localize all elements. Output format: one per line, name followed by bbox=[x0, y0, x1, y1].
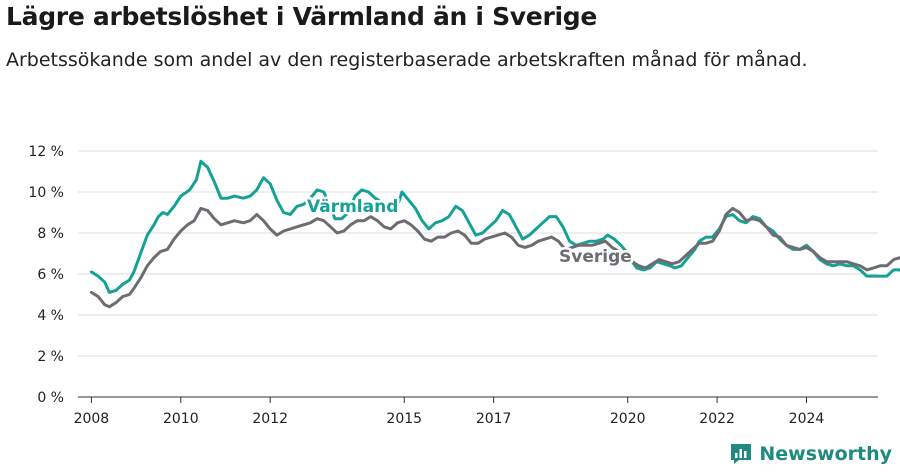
chart-title: Lägre arbetslöshet i Värmland än i Sveri… bbox=[6, 2, 597, 31]
y-tick-label: 6 % bbox=[37, 267, 64, 283]
gridlines bbox=[78, 150, 878, 398]
x-tick-label: 2012 bbox=[252, 411, 288, 427]
newsworthy-logo: Newsworthy bbox=[729, 442, 892, 466]
series-labels: VärmlandVärmlandSverigeSverige6,9 %6,9 %… bbox=[305, 195, 635, 270]
y-tick-label: 2 % bbox=[37, 349, 64, 365]
y-tick-label: 8 % bbox=[37, 226, 64, 242]
brand-name: Newsworthy bbox=[759, 443, 892, 465]
y-tick-label: 12 % bbox=[28, 144, 64, 160]
x-tick-label: 2017 bbox=[476, 411, 512, 427]
series-label-varmland-halo: Värmland bbox=[307, 197, 398, 217]
series-label-sverige-halo: Sverige bbox=[559, 247, 632, 267]
x-tick-label: 2022 bbox=[699, 411, 735, 427]
x-tick-label: 2010 bbox=[163, 411, 199, 427]
series-line-varmland bbox=[89, 159, 900, 294]
x-axis: 2008 2010 2012 2015 2017 2020 2022 2024 bbox=[74, 397, 825, 427]
series-label-sverige: Sverige bbox=[559, 247, 632, 267]
y-tick-label: 4 % bbox=[37, 308, 64, 324]
y-axis: 0 % 2 % 4 % 6 % 8 % 10 % 12 % bbox=[28, 144, 64, 406]
series-lines bbox=[89, 159, 900, 309]
x-tick-label: 2024 bbox=[789, 411, 825, 427]
x-tick-label: 2008 bbox=[74, 411, 110, 427]
series-line-sverige bbox=[89, 206, 900, 309]
y-tick-label: 10 % bbox=[28, 185, 64, 201]
x-tick-label: 2020 bbox=[610, 411, 646, 427]
series-label-varmland: Värmland bbox=[307, 197, 398, 217]
x-tick-label: 2015 bbox=[386, 411, 422, 427]
chart-subtitle: Arbetssökande som andel av den registerb… bbox=[6, 49, 808, 71]
y-tick-label: 0 % bbox=[37, 390, 64, 406]
chart-bars-icon bbox=[731, 444, 752, 464]
